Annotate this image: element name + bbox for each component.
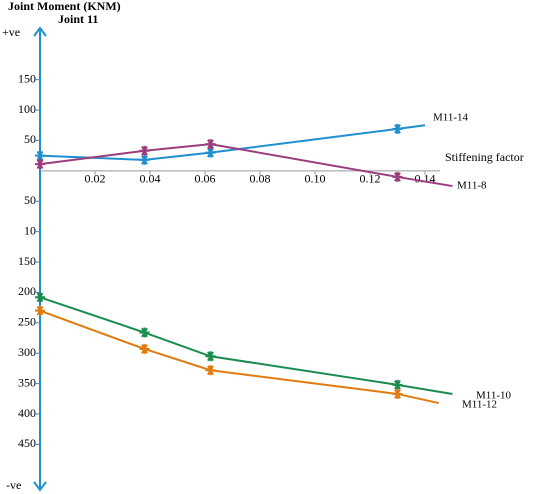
- point-marker: [139, 343, 150, 354]
- series-label: M11-14: [433, 112, 469, 124]
- point-marker: [35, 159, 45, 170]
- chart-title: Joint Moment (KNM): [8, 0, 121, 13]
- point-marker: [35, 292, 45, 303]
- y-tick-label: 400: [18, 406, 36, 420]
- point-marker: [392, 379, 403, 390]
- point-marker: [205, 139, 216, 150]
- series-line: [39, 309, 439, 405]
- y-tick-label: 50: [24, 132, 36, 146]
- chart-subtitle: Joint 11: [58, 12, 98, 26]
- point-marker: [139, 327, 150, 338]
- series-label: M11-10: [476, 390, 512, 402]
- y-top-label: +ve: [2, 25, 20, 39]
- y-tick-label: 350: [18, 375, 36, 389]
- series-label: M11-12: [462, 399, 497, 411]
- x-tick-label: 0.12: [360, 172, 381, 186]
- x-tick-label: 0.08: [250, 172, 271, 186]
- x-tick-label: 0.04: [140, 172, 161, 186]
- y-tick-label: 150: [18, 254, 36, 268]
- series-label: M11-8: [457, 180, 487, 192]
- y-tick-label: 100: [18, 102, 36, 116]
- point-marker: [139, 145, 150, 156]
- point-marker: [35, 305, 45, 316]
- y-arrow-bottom: [33, 481, 47, 492]
- x-axis-label: Stiffening factor: [445, 150, 524, 164]
- y-tick-label: 150: [18, 71, 36, 85]
- point-marker: [205, 365, 216, 376]
- point-marker: [35, 150, 45, 161]
- y-tick-label: 250: [18, 315, 36, 329]
- point-marker: [205, 147, 216, 158]
- y-tick-label: 200: [18, 284, 36, 298]
- x-tick-label: 0.02: [85, 172, 106, 186]
- point-marker: [392, 123, 403, 134]
- x-tick-label: 0.06: [195, 172, 216, 186]
- point-marker: [392, 388, 403, 399]
- point-marker: [392, 171, 403, 182]
- point-marker: [139, 154, 150, 165]
- y-tick-label: 300: [18, 345, 36, 359]
- y-tick-label: 50: [24, 193, 36, 207]
- series-line: [39, 124, 426, 161]
- series-line: [39, 296, 453, 395]
- x-tick-label: 0.10: [305, 172, 326, 186]
- point-marker: [205, 351, 216, 362]
- y-bottom-label: -ve: [6, 478, 21, 492]
- y-tick-label: 450: [18, 436, 36, 450]
- y-tick-label: 10: [24, 223, 36, 237]
- y-arrow-top: [33, 26, 47, 37]
